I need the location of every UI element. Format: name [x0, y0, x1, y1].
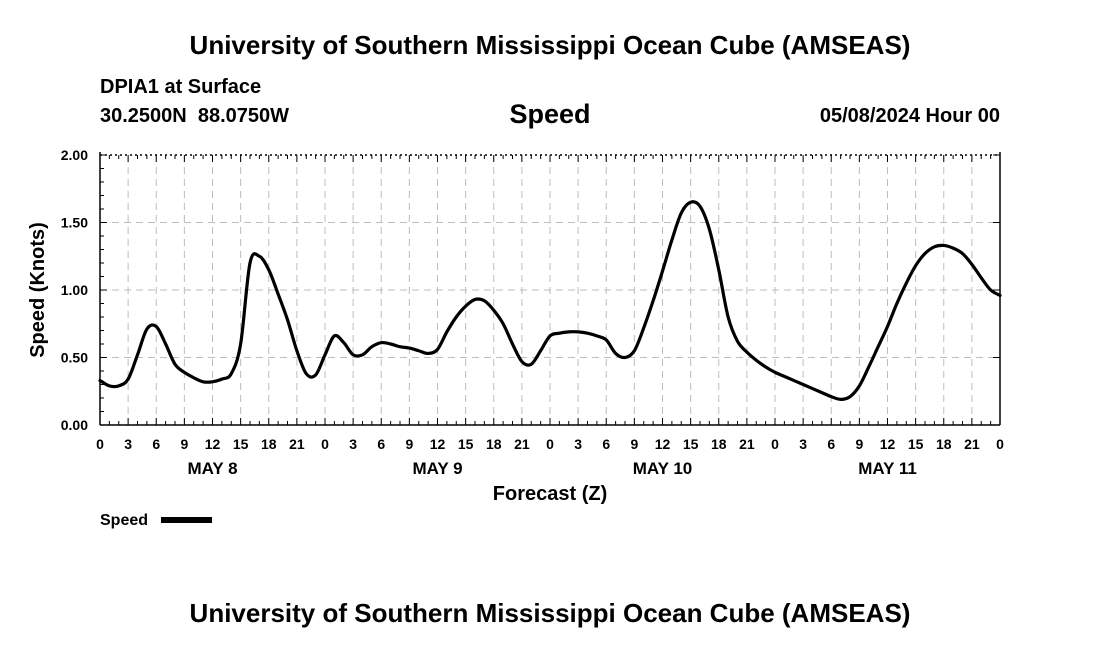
- x-tick-label: 6: [602, 436, 610, 452]
- variable-title: Speed: [509, 99, 591, 129]
- x-tick-label: 12: [430, 436, 446, 452]
- x-tick-label: 6: [377, 436, 385, 452]
- day-label: MAY 10: [633, 459, 693, 478]
- station-label: DPIA1 at Surface: [100, 76, 262, 98]
- x-tick-label: 18: [711, 436, 727, 452]
- footer-title: University of Southern Mississippi Ocean…: [189, 598, 911, 628]
- x-tick-label: 9: [405, 436, 413, 452]
- x-tick-label: 0: [321, 436, 329, 452]
- day-label: MAY 9: [412, 459, 462, 478]
- x-tick-label: 12: [655, 436, 671, 452]
- x-tick-label: 15: [908, 436, 924, 452]
- day-label: MAY 8: [187, 459, 237, 478]
- x-tick-label: 15: [683, 436, 699, 452]
- x-tick-label: 21: [739, 436, 755, 452]
- x-tick-label: 0: [996, 436, 1004, 452]
- speed-series-line: [98, 200, 1002, 401]
- axis-layer: 0 3 6 9 12 15 18 21 0 3 6 9 12 15 18 21 0 3 6 9 12 15 18 21 0 3 6 9…: [61, 147, 1004, 478]
- datetime-label: 05/08/2024 Hour 00: [819, 105, 1000, 127]
- x-tick-label: 18: [486, 436, 502, 452]
- x-tick-label: 0: [96, 436, 104, 452]
- x-tick-label: 9: [855, 436, 863, 452]
- coordinates-label: 30.2500N 88.0750W: [100, 105, 290, 127]
- x-tick-label: 21: [514, 436, 530, 452]
- y-tick-label: 1.00: [61, 282, 88, 298]
- day-label: MAY 11: [858, 459, 917, 478]
- x-tick-label: 3: [349, 436, 357, 452]
- x-tick-label: 3: [799, 436, 807, 452]
- x-tick-label: 9: [180, 436, 188, 452]
- legend-label: Speed: [100, 512, 148, 529]
- x-tick-label: 6: [152, 436, 160, 452]
- x-tick-label: 0: [771, 436, 779, 452]
- y-tick-label: 0.00: [61, 417, 88, 433]
- y-axis-title: Speed (Knots): [27, 222, 49, 358]
- chart-main-title: University of Southern Mississippi Ocean…: [189, 30, 911, 60]
- x-tick-label: 18: [261, 436, 277, 452]
- x-tick-label: 6: [827, 436, 835, 452]
- data-layer: [98, 200, 1002, 401]
- x-tick-label: 12: [205, 436, 221, 452]
- x-axis-title: Forecast (Z): [493, 483, 607, 505]
- x-tick-label: 3: [574, 436, 582, 452]
- y-tick-label: 1.50: [61, 215, 88, 231]
- x-tick-label: 21: [289, 436, 305, 452]
- x-tick-label: 15: [458, 436, 474, 452]
- y-tick-label: 2.00: [61, 147, 88, 163]
- grid-layer: [100, 155, 1000, 425]
- x-tick-label: 12: [880, 436, 896, 452]
- x-tick-label: 0: [546, 436, 554, 452]
- x-tick-label: 15: [233, 436, 249, 452]
- x-tick-label: 18: [936, 436, 952, 452]
- y-tick-label: 0.50: [61, 350, 88, 366]
- legend: Speed: [100, 512, 212, 529]
- x-tick-label: 9: [630, 436, 638, 452]
- x-tick-label: 21: [964, 436, 980, 452]
- x-tick-label: 3: [124, 436, 132, 452]
